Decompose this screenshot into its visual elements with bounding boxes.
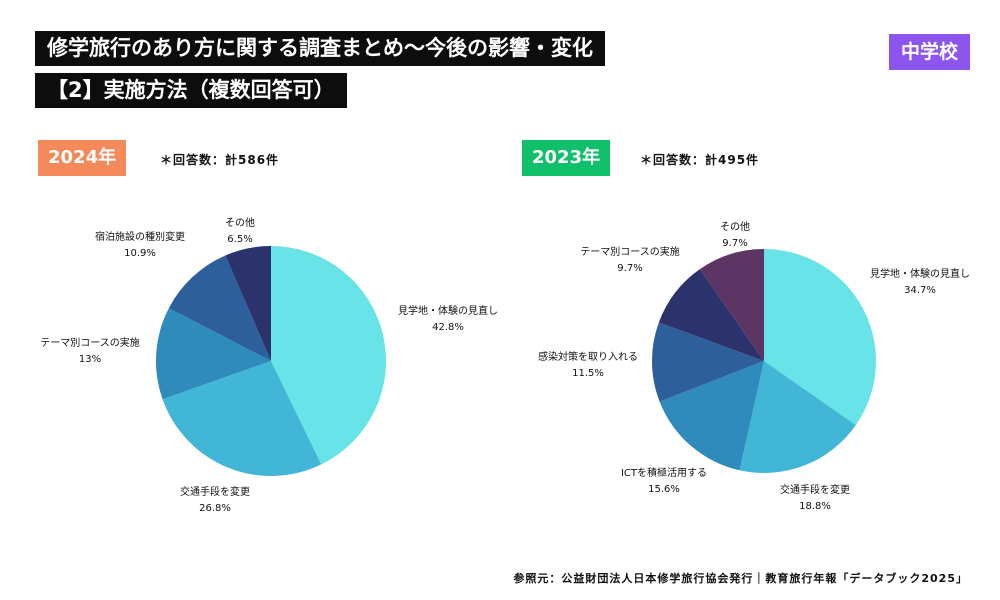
- slice-label: 交通手段を変更: [780, 483, 850, 496]
- slice-value: 18.8%: [799, 501, 831, 512]
- pie-slice: [764, 249, 877, 426]
- year-badge-2024: 2024年: [38, 140, 127, 176]
- pie-slice: [225, 246, 271, 361]
- year-badge-2023: 2023年: [522, 140, 611, 176]
- slice-label: その他: [720, 220, 750, 233]
- slice-label: テーマ別コースの実施: [40, 336, 140, 349]
- slice-value: 15.6%: [648, 484, 680, 495]
- report-subtitle: 【2】実施方法（複数回答可）: [35, 73, 347, 108]
- slice-label: 見学地・体験の見直し: [870, 267, 970, 280]
- response-count-2023: ＊回答数：計495件: [640, 153, 760, 167]
- slice-value: 10.9%: [124, 248, 156, 259]
- slice-value: 6.5%: [227, 234, 252, 245]
- slice-label: 宿泊施設の種別変更: [95, 230, 185, 243]
- slice-label: 交通手段を変更: [180, 485, 250, 498]
- slice-value: 9.7%: [617, 263, 642, 274]
- slice-value: 9.7%: [722, 238, 747, 249]
- slice-label: その他: [225, 216, 255, 229]
- pie-slice: [659, 361, 764, 471]
- slice-label: 感染対策を取り入れる: [538, 350, 638, 363]
- report-title: 修学旅行のあり方に関する調査まとめ〜今後の影響・変化: [35, 31, 605, 66]
- response-count-2024: ＊回答数：計586件: [160, 153, 280, 167]
- school-level-badge: 中学校: [888, 34, 970, 70]
- slice-value: 11.5%: [572, 368, 604, 379]
- pie-slice: [271, 246, 386, 465]
- slice-value: 42.8%: [432, 322, 464, 333]
- slice-value: 13%: [79, 354, 101, 365]
- slice-value: 34.7%: [904, 285, 936, 296]
- pie-slice: [156, 308, 271, 400]
- slice-value: 26.8%: [199, 503, 231, 514]
- pie-slice: [162, 361, 322, 476]
- pie-2024年: 見学地・体験の見直し 42.8% 交通手段を変更 26.8% テーマ別コースの実施 13%…: [40, 216, 498, 514]
- pie-slice: [652, 322, 764, 402]
- slice-label: テーマ別コースの実施: [580, 245, 680, 258]
- pie-slice: [658, 269, 764, 361]
- pie-2023年: 見学地・体験の見直し 34.7% 交通手段を変更 18.8% ICTを積極活用する 15.…: [538, 220, 970, 512]
- pie-slice: [699, 249, 764, 361]
- slice-label: 見学地・体験の見直し: [398, 304, 498, 317]
- pie-slice: [168, 255, 271, 361]
- source-footer: 参照元：公益財団法人日本修学旅行協会発行｜教育旅行年報「データブック2025」: [513, 572, 968, 585]
- slice-label: ICTを積極活用する: [621, 466, 707, 479]
- pie-slice: [739, 361, 856, 474]
